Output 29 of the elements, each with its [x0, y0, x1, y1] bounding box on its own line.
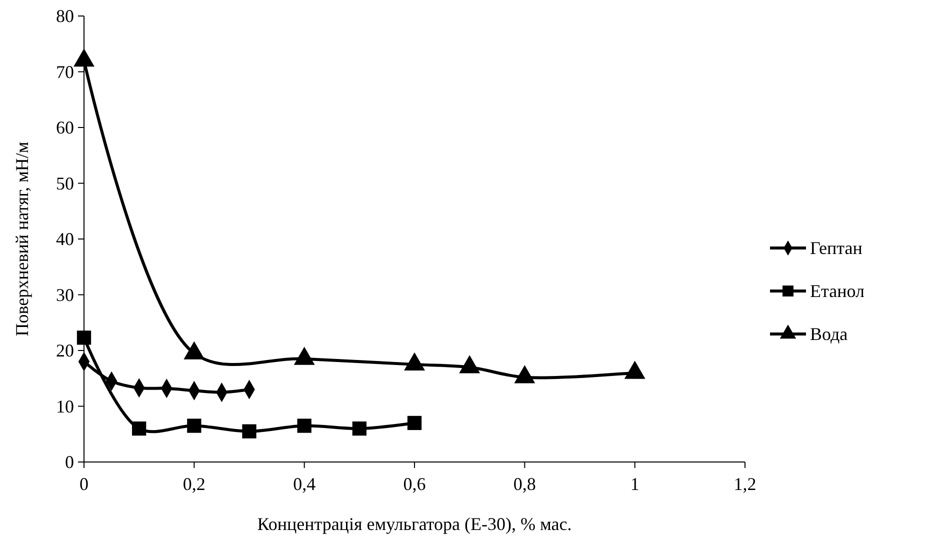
- x-tick-label: 0,4: [293, 474, 316, 494]
- y-tick-label: 80: [56, 6, 74, 26]
- point: [352, 421, 366, 436]
- point: [76, 330, 92, 345]
- y-tick-label: 20: [56, 340, 74, 360]
- x-tick-label: 1: [630, 474, 640, 494]
- y-tick-label: 40: [56, 229, 74, 249]
- point: [407, 416, 422, 430]
- x-tick-label: 1,2: [734, 474, 756, 494]
- point: [74, 48, 94, 67]
- point: [187, 418, 202, 433]
- legend-label: Гептан: [810, 238, 863, 258]
- y-tick-label: 0: [65, 452, 74, 472]
- y-axis-title: Поверхневий натяг, мН/м: [12, 142, 32, 336]
- x-tick-label: 0,6: [403, 474, 426, 494]
- legend-label: Етанол: [810, 281, 864, 301]
- y-tick-label: 50: [56, 173, 74, 194]
- x-axis-title: Концентрація емульгатора (Е-30), % мас.: [257, 514, 572, 534]
- x-tick-label: 0: [80, 474, 88, 494]
- y-tick-label: 70: [56, 62, 74, 82]
- point: [132, 421, 146, 436]
- point: [297, 418, 312, 433]
- y-tick-label: 60: [56, 118, 74, 138]
- x-tick-label: 0,2: [182, 474, 206, 494]
- y-tick-label: 10: [56, 396, 74, 416]
- point: [242, 424, 256, 438]
- y-tick-label: 30: [56, 284, 74, 305]
- x-tick-label: 0,8: [513, 474, 536, 494]
- legend-label: Вода: [810, 324, 848, 344]
